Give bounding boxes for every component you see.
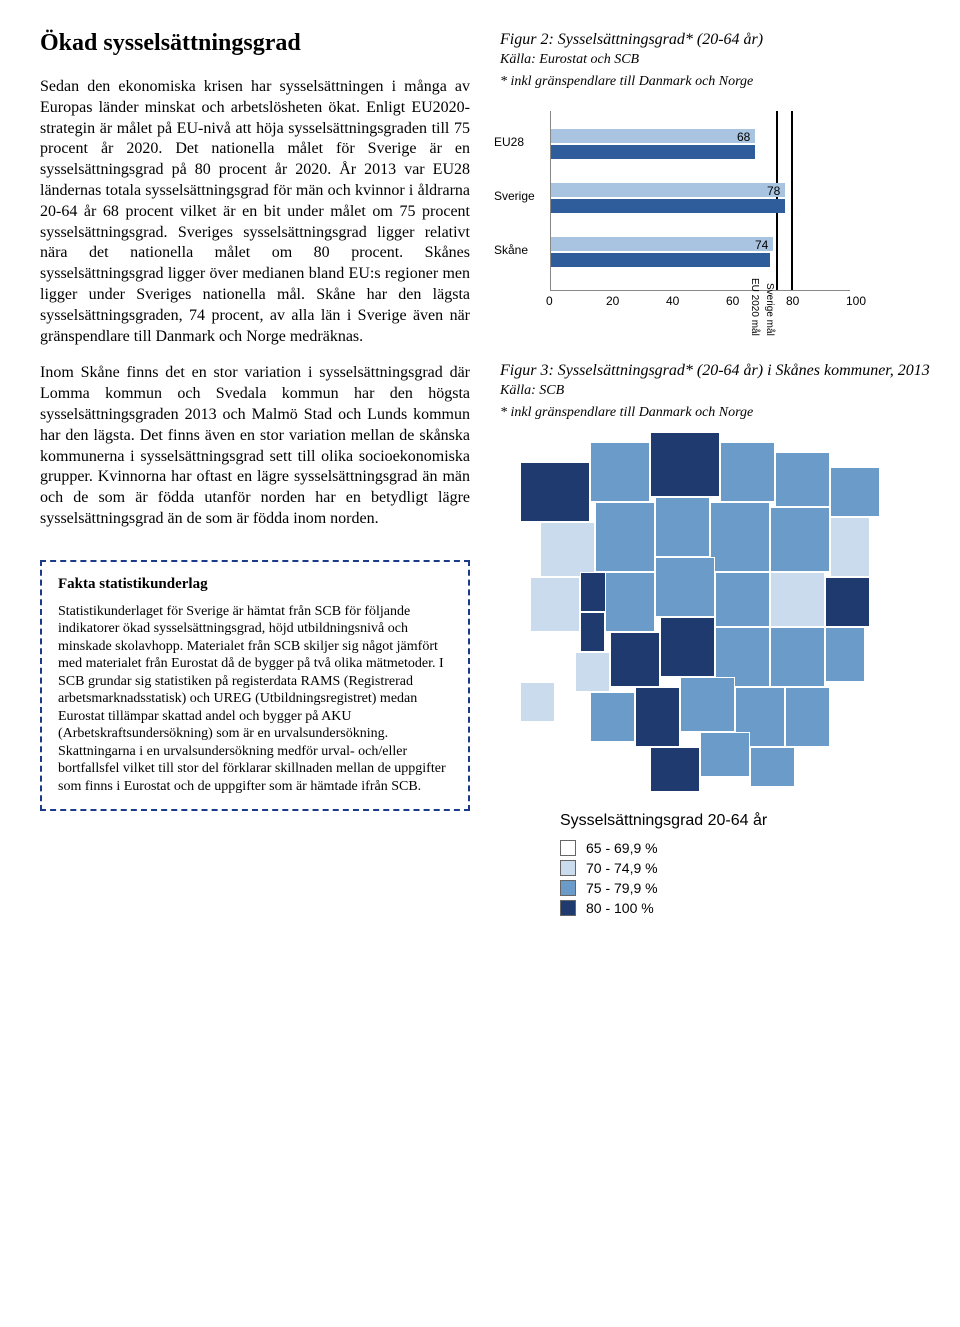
map-legend-item: 80 - 100 % (560, 900, 940, 916)
map-legend-swatch (560, 840, 576, 856)
bar (551, 253, 770, 267)
bar (551, 237, 773, 251)
map-legend-label: 75 - 79,9 % (586, 880, 658, 896)
page-columns: Ökad sysselsättningsgrad Sedan den ekono… (40, 30, 920, 920)
map-region (650, 747, 700, 792)
fig3-legend: 65 - 69,9 % 70 - 74,9 % 75 - 79,9 % 80 - 10… (560, 840, 940, 916)
map-region (655, 557, 715, 617)
category-label: Skåne (494, 243, 544, 257)
bar-value-label: 78 (767, 184, 780, 198)
map-region (775, 452, 830, 507)
x-tick: 20 (606, 294, 619, 308)
fig2-note: * inkl gränspendlare till Danmark och No… (500, 73, 940, 91)
map-region (520, 462, 590, 522)
map-region (590, 692, 635, 742)
map-legend-label: 65 - 69,9 % (586, 840, 658, 856)
fig3-note: * inkl gränspendlare till Danmark och No… (500, 404, 940, 422)
map-legend-swatch (560, 900, 576, 916)
body-paragraph-2: Inom Skåne finns det en stor variation i… (40, 363, 470, 529)
fact-box-title: Fakta statistikunderlag (58, 576, 452, 593)
map-region (575, 652, 610, 692)
map-region (785, 687, 830, 747)
body-paragraph-1: Sedan den ekonomiska krisen har sysselsä… (40, 77, 470, 347)
goal-label: Sverige mål (761, 283, 775, 336)
map-region (650, 432, 720, 497)
fact-box-body: Statistikunderlaget för Sverige är hämta… (58, 603, 452, 796)
map-region (595, 502, 655, 572)
fig3-map (520, 432, 880, 792)
map-region (715, 572, 770, 627)
bar (551, 129, 755, 143)
bar (551, 199, 785, 213)
map-legend-swatch (560, 880, 576, 896)
figure-2: Figur 2: Sysselsättningsgrad* (20-64 år)… (500, 30, 940, 341)
fig3-legend-title: Sysselsättningsgrad 20-64 år (560, 812, 940, 830)
map-region (770, 572, 825, 627)
x-tick: 0 (546, 294, 553, 308)
x-tick: 80 (786, 294, 799, 308)
map-region (680, 677, 735, 732)
fig3-title: Figur 3: Sysselsättningsgrad* (20-64 år)… (500, 361, 940, 382)
map-region (660, 617, 715, 677)
map-legend-swatch (560, 860, 576, 876)
section-title: Ökad sysselsättningsgrad (40, 30, 470, 57)
map-region (830, 467, 880, 517)
map-region (700, 732, 750, 777)
fig3-source: Källa: SCB (500, 382, 940, 400)
map-region (540, 522, 595, 577)
map-region (520, 682, 555, 722)
map-region (770, 627, 825, 687)
right-column: Figur 2: Sysselsättningsgrad* (20-64 år)… (500, 30, 940, 920)
map-region (710, 502, 770, 572)
bar-value-label: 74 (755, 238, 768, 252)
map-legend-label: 80 - 100 % (586, 900, 654, 916)
x-tick: 40 (666, 294, 679, 308)
map-region (590, 442, 650, 502)
bar (551, 145, 755, 159)
left-column: Ökad sysselsättningsgrad Sedan den ekono… (40, 30, 470, 920)
map-legend-label: 70 - 74,9 % (586, 860, 658, 876)
goal-label: EU 2020 mål (746, 278, 760, 336)
fig2-source: Källa: Eurostat och SCB (500, 51, 940, 69)
map-legend-item: 75 - 79,9 % (560, 880, 940, 896)
map-region (635, 687, 680, 747)
category-label: EU28 (494, 135, 544, 149)
fig2-title: Figur 2: Sysselsättningsgrad* (20-64 år) (500, 30, 940, 51)
map-legend-item: 65 - 69,9 % (560, 840, 940, 856)
fact-box: Fakta statistikunderlag Statistikunderla… (40, 560, 470, 812)
category-label: Sverige (494, 189, 544, 203)
map-region (605, 572, 655, 632)
figure-3: Figur 3: Sysselsättningsgrad* (20-64 år)… (500, 361, 940, 916)
map-region (530, 577, 580, 632)
bar-value-label: 68 (737, 130, 750, 144)
map-legend-item: 70 - 74,9 % (560, 860, 940, 876)
x-tick: 60 (726, 294, 739, 308)
map-region (610, 632, 660, 687)
map-region (750, 747, 795, 787)
map-region (830, 517, 870, 577)
map-region (770, 507, 830, 572)
bar (551, 183, 785, 197)
map-region (535, 632, 575, 682)
fig2-chart: 020406080100EU 2020 målSverige målEU2868… (500, 101, 940, 341)
map-region (720, 442, 775, 502)
map-region (825, 627, 865, 682)
x-tick: 100 (846, 294, 866, 308)
map-region (580, 612, 605, 652)
map-region (655, 497, 710, 557)
goal-line (791, 111, 793, 290)
map-region (825, 577, 870, 627)
fig2-plot-area: 020406080100EU 2020 målSverige målEU2868… (550, 111, 850, 291)
